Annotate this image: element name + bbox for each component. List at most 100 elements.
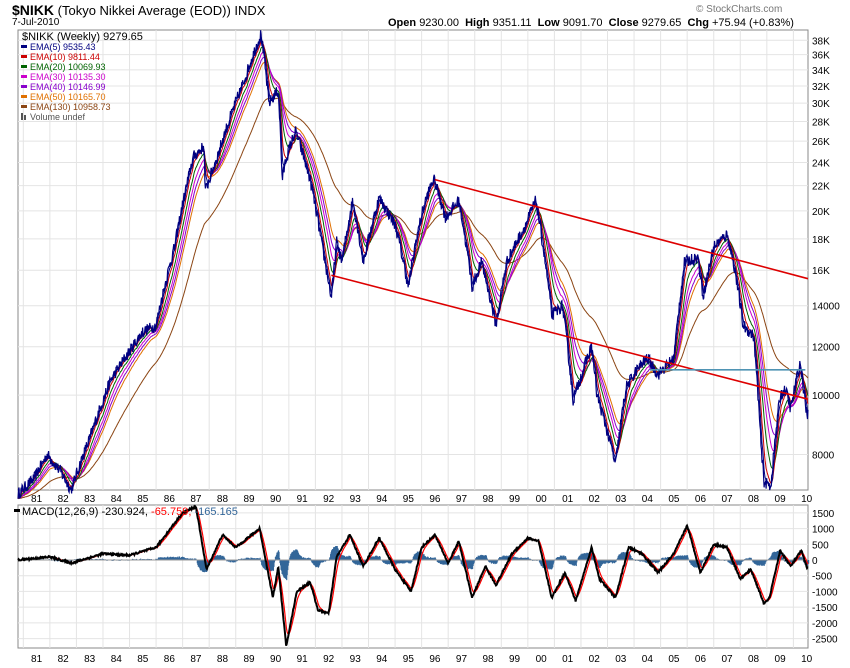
price-y-tick-label: 26K [812,137,830,148]
macd-histogram-bar [474,560,476,562]
macd-histogram-bar [529,558,531,560]
macd-histogram-bar [308,557,310,560]
price-line [17,30,809,499]
price-x-tick-label: 99 [509,494,521,505]
macd-legend: MACD(12,26,9) -230.924, -65.759, -165.16… [22,506,238,518]
price-x-tick-label: 05 [668,494,680,505]
legend-swatch [21,95,27,98]
macd-histogram-bar [252,558,254,560]
price-x-tick-label: 90 [270,494,282,505]
macd-x-tick-label: 87 [190,654,202,665]
legend-swatch [21,45,27,48]
macd-y-tick-label: 1000 [812,525,835,536]
price-x-tick-label: 07 [721,494,733,505]
macd-histogram-bar [189,558,191,560]
macd-histogram-bar [434,557,436,560]
price-x-tick-label: 87 [190,494,202,505]
macd-panel[interactable]: 1500 1000 500 0 -500 -1000 -1500 -2000 -2500 MACD… [14,504,838,649]
price-x-tick-label: 86 [164,494,176,505]
macd-x-tick-label: 93 [350,654,362,665]
symbol-description: (Tokyo Nikkei Average (EOD)) [57,3,231,18]
price-y-tick-label: 32K [812,82,830,93]
chart-date: 7-Jul-2010 [12,17,60,28]
macd-histogram-bar [615,560,617,562]
macd-x-tick-label: 81 [31,654,43,665]
price-y-tick-label: 12000 [812,343,840,354]
macd-x-tick-label: 01 [562,654,574,665]
macd-histogram-bar [576,560,578,563]
legend-swatch [21,75,27,78]
macd-histogram-bar [717,558,719,560]
macd-x-tick-label: 06 [695,654,707,665]
macd-x-tick-label: 88 [217,654,229,665]
macd-y-tick-label: 1500 [812,509,835,520]
macd-legend-signal-value: -65.759, [151,506,194,518]
legend-entry: EMA(10) 9811.44 [30,52,100,62]
price-x-tick-label: 83 [84,494,96,505]
price-y-tick-label: 10000 [812,391,840,402]
price-y-tick-label: 16K [812,266,830,277]
legend-title: $NIKK (Weekly) 9279.65 [22,31,143,43]
macd-histogram-bar [236,560,238,562]
price-x-tick-label: 97 [456,494,468,505]
price-y-tick-label: 24K [812,158,830,169]
macd-histogram-bar [486,557,488,560]
macd-x-tick-label: 97 [456,654,468,665]
macd-histogram-bar [191,558,193,560]
macd-y-tick-label: 500 [812,540,829,551]
price-panel[interactable]: 38K 36K 34K 32K 30K 28K 26K 24K 22K 20K 18K 16K 1400… [17,29,840,500]
macd-x-tick-label: 86 [164,654,176,665]
legend-entry: EMA(50) 10165.70 [30,92,106,102]
price-x-tick-label: 96 [429,494,441,505]
price-y-tick-label: 20K [812,207,830,218]
price-x-tick-label: 04 [642,494,654,505]
macd-x-tick-label: 96 [429,654,441,665]
macd-y-tick-label: -1000 [812,587,838,598]
macd-histogram-bar [278,558,281,560]
macd-histogram-bar [54,560,56,562]
macd-histogram-bar [411,560,413,563]
close-label: Close [608,17,639,29]
macd-x-tick-label: 91 [297,654,309,665]
macd-histogram-bar [323,560,325,562]
macd-y-tick-label: -500 [812,572,832,583]
legend-entry: EMA(20) 10069.93 [30,62,106,72]
price-x-tick-label: 91 [297,494,309,505]
legend-swatch [21,55,27,58]
macd-histogram-bar [528,558,530,560]
macd-panel-frame [17,504,809,649]
price-x-tick-label: 08 [748,494,760,505]
macd-histogram-bar [702,560,704,562]
macd-histogram-bar [658,560,661,562]
macd-histogram-bar [458,556,460,560]
legend-swatch [21,105,27,108]
price-x-tick-label: 92 [323,494,335,505]
macd-x-tick-label: 98 [482,654,494,665]
price-x-tick-label: 95 [403,494,415,505]
ema-line [17,56,809,500]
x-axis: 81 81 82 82 83 83 84 84 85 85 86 86 87 87 88 88 89 89 90 90… [31,494,813,665]
macd-histogram-bar [101,558,103,560]
macd-histogram-bar [435,558,437,560]
macd-histogram-bar [40,558,42,560]
price-y-tick-label: 36K [812,51,830,62]
macd-x-tick-label: 92 [323,654,335,665]
chg-label: Chg [687,17,709,29]
price-x-tick-label: 89 [243,494,255,505]
price-x-tick-label: 82 [58,494,70,505]
high-label: High [465,17,490,29]
macd-histogram-bar [782,558,784,560]
exchange-label: INDX [234,3,266,18]
macd-x-tick-label: 07 [721,654,733,665]
price-x-tick-label: 06 [695,494,707,505]
macd-histogram-bar [631,558,634,560]
trendline [331,274,809,400]
macd-x-tick-label: 85 [137,654,149,665]
macd-histogram-bar [640,560,642,562]
macd-histogram-bar [527,557,529,560]
macd-histogram-bar [71,560,73,562]
close-value: 9279.65 [641,17,682,29]
macd-histogram-bar [302,557,305,560]
macd-histogram-bar [192,558,194,560]
